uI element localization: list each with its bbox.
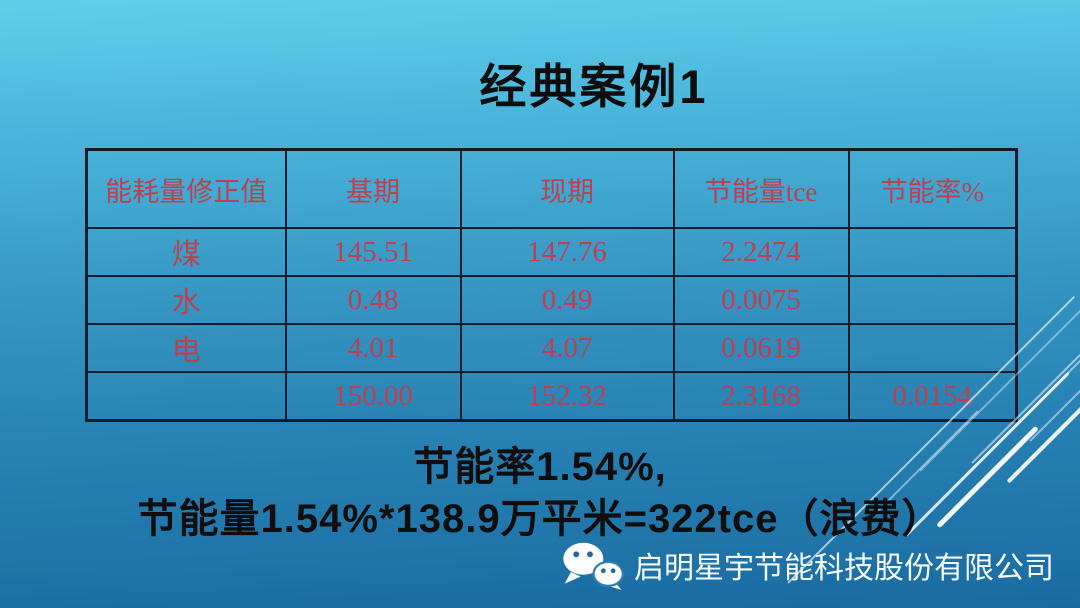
cell bbox=[85, 371, 287, 422]
table-header-row: 能耗量修正值 基期 现期 节能量tce 节能率% bbox=[85, 148, 1018, 229]
savings-rate-line: 节能率1.54%, bbox=[413, 445, 667, 489]
slide-title: 经典案例1 bbox=[479, 60, 709, 113]
cell: 4.07 bbox=[459, 323, 675, 373]
col-header-base-period: 基期 bbox=[284, 148, 462, 229]
col-header-savings-tce: 节能量tce bbox=[672, 148, 850, 229]
cell: 2.2474 bbox=[672, 227, 850, 277]
company-name: 启明星宇节能科技股份有限公司 bbox=[634, 552, 1054, 585]
cell: 4.01 bbox=[284, 323, 462, 373]
cell: 0.48 bbox=[284, 275, 462, 325]
cell bbox=[847, 275, 1018, 325]
cell: 2.3168 bbox=[672, 371, 850, 422]
cell: 145.51 bbox=[284, 227, 462, 277]
savings-amount-line: 节能量1.54%*138.9万平米=322tce（浪费） bbox=[137, 497, 943, 541]
col-header-current-period: 现期 bbox=[459, 148, 675, 229]
table-row-total: 150.00 152.32 2.3168 0.0154 bbox=[85, 371, 1018, 422]
table-row-electricity: 电 4.01 4.07 0.0619 bbox=[85, 323, 1018, 373]
savings-summary: 节能率1.54%, 节能量1.54%*138.9万平米=322tce（浪费） bbox=[0, 441, 1080, 545]
col-header-metric: 能耗量修正值 bbox=[85, 148, 287, 229]
cell: 水 bbox=[85, 275, 287, 325]
wechat-icon bbox=[563, 542, 624, 590]
table-row-water: 水 0.48 0.49 0.0075 bbox=[85, 275, 1018, 325]
cell: 电 bbox=[85, 323, 287, 373]
cell: 0.49 bbox=[459, 275, 675, 325]
table-row-coal: 煤 145.51 147.76 2.2474 bbox=[85, 227, 1018, 277]
col-header-savings-rate: 节能率% bbox=[847, 148, 1018, 229]
cell: 0.0075 bbox=[672, 275, 850, 325]
diagonal-line bbox=[1029, 298, 1080, 442]
cell: 煤 bbox=[85, 227, 287, 277]
cell: 147.76 bbox=[459, 227, 675, 277]
watermark: 启明星宇节能科技股份有限公司 bbox=[562, 538, 1054, 592]
energy-correction-table: 能耗量修正值 基期 现期 节能量tce 节能率% 煤 145.51 147.76… bbox=[85, 148, 1018, 422]
cell bbox=[847, 323, 1018, 373]
cell: 152.32 bbox=[459, 371, 675, 422]
cell: 0.0154 bbox=[847, 371, 1018, 422]
cell bbox=[847, 227, 1018, 277]
cell: 150.00 bbox=[284, 371, 462, 422]
cell: 0.0619 bbox=[672, 323, 850, 373]
